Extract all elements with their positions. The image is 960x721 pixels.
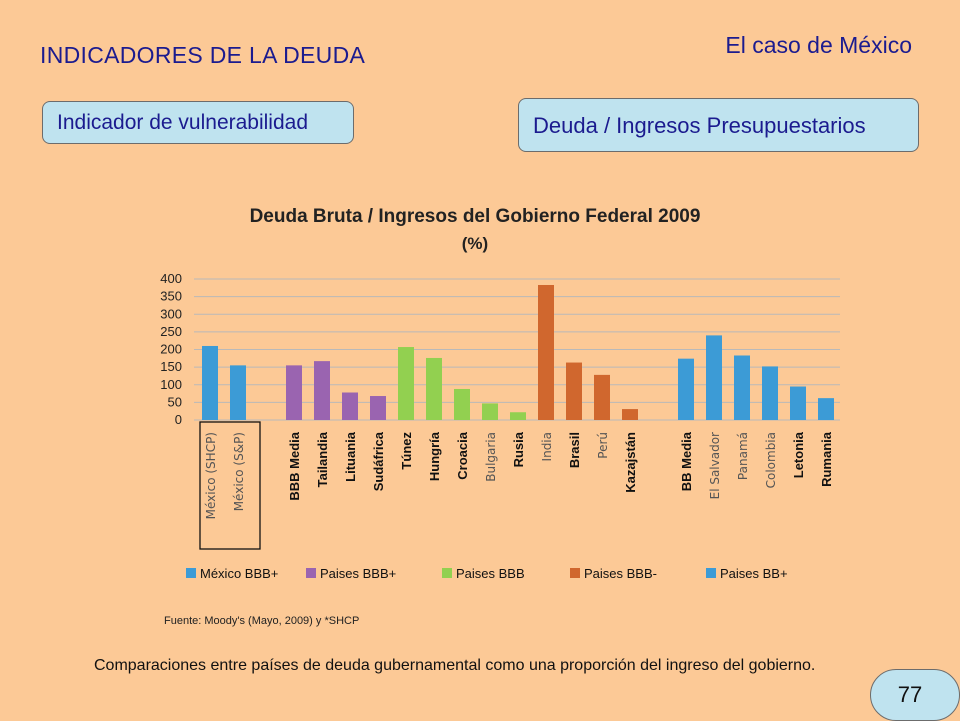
slide-title: INDICADORES DE LA DEUDA bbox=[40, 42, 366, 68]
x-tick-label: Panamá bbox=[736, 432, 750, 480]
x-tick-label: Bulgaria bbox=[484, 432, 498, 482]
bar bbox=[202, 345, 218, 420]
x-tick-label: Túnez bbox=[399, 432, 414, 470]
ratio-label-box: Deuda / Ingresos Presupuestarios bbox=[518, 98, 919, 152]
x-tick-label: Rumania bbox=[819, 431, 834, 487]
bar bbox=[454, 388, 470, 420]
y-tick-label: 0 bbox=[175, 412, 182, 427]
y-tick-label: 50 bbox=[168, 394, 182, 409]
bar bbox=[818, 398, 834, 420]
legend-label: Paises BBB- bbox=[584, 566, 657, 581]
slide-subtitle: El caso de México bbox=[725, 32, 912, 58]
x-tick-label: India bbox=[540, 432, 554, 461]
bar bbox=[314, 361, 330, 420]
bar bbox=[566, 362, 582, 420]
bar bbox=[426, 357, 442, 420]
y-tick-label: 200 bbox=[160, 342, 182, 357]
bar bbox=[790, 386, 806, 420]
bar bbox=[230, 365, 246, 420]
slide-caption: Comparaciones entre países de deuda gube… bbox=[94, 657, 816, 674]
x-axis-labels: México (SHCP) México (S&P) BBB Media Tailan… bbox=[199, 421, 834, 550]
bar bbox=[510, 412, 526, 420]
bar-series bbox=[202, 284, 834, 420]
legend-swatch bbox=[442, 568, 452, 578]
chart-subtitle: (%) bbox=[462, 234, 488, 253]
x-tick-label: Sudáfrica bbox=[371, 431, 386, 491]
y-tick-label: 300 bbox=[160, 306, 182, 321]
x-tick-label: Brasil bbox=[567, 432, 582, 468]
x-tick-label: México (SHCP) bbox=[204, 432, 218, 519]
legend-swatch bbox=[186, 568, 196, 578]
legend-label: México BBB+ bbox=[200, 566, 278, 581]
legend-label: Paises BBB+ bbox=[320, 566, 396, 581]
bar bbox=[286, 365, 302, 420]
legend-swatch bbox=[570, 568, 580, 578]
y-axis: 0 50 100 150 200 250 300 350 400 bbox=[160, 271, 182, 427]
legend-swatch bbox=[306, 568, 316, 578]
x-tick-label: Lituania bbox=[343, 431, 358, 482]
bar bbox=[482, 403, 498, 420]
bar bbox=[706, 335, 722, 420]
debt-revenue-chart: Deuda Bruta / Ingresos del Gobierno Fede… bbox=[150, 195, 850, 595]
bar bbox=[538, 284, 554, 420]
x-tick-label: El Salvador bbox=[708, 432, 722, 499]
mexico-highlight-box bbox=[199, 421, 261, 550]
bar bbox=[370, 396, 386, 420]
x-tick-label: Rusia bbox=[511, 431, 526, 467]
x-tick-label: México (S&P) bbox=[232, 432, 246, 511]
x-tick-label: Letonia bbox=[791, 431, 806, 478]
bar bbox=[342, 392, 358, 420]
legend-label: Paises BB+ bbox=[720, 566, 788, 581]
x-tick-label: Tailandia bbox=[315, 431, 330, 487]
x-tick-label: Croacia bbox=[455, 431, 470, 479]
x-tick-label: Hungría bbox=[427, 431, 442, 481]
x-tick-label: BB Media bbox=[679, 431, 694, 491]
y-tick-label: 100 bbox=[160, 377, 182, 392]
bar bbox=[594, 374, 610, 420]
chart-legend: México BBB+ Paises BBB+ Paises BBB Paises B… bbox=[186, 566, 788, 581]
bar bbox=[762, 366, 778, 420]
bar bbox=[622, 409, 638, 420]
x-tick-label: Kazajstán bbox=[623, 432, 638, 493]
bar bbox=[734, 355, 750, 420]
bar bbox=[678, 358, 694, 420]
y-tick-label: 400 bbox=[160, 271, 182, 286]
legend-label: Paises BBB bbox=[456, 566, 525, 581]
source-note: Fuente: Moody's (Mayo, 2009) y *SHCP bbox=[164, 615, 360, 627]
chart-title: Deuda Bruta / Ingresos del Gobierno Fede… bbox=[250, 206, 701, 227]
y-tick-label: 150 bbox=[160, 359, 182, 374]
page-number-badge: 77 bbox=[870, 669, 960, 721]
indicator-label-box: Indicador de vulnerabilidad bbox=[42, 101, 354, 144]
legend-swatch bbox=[706, 568, 716, 578]
bar bbox=[398, 347, 414, 420]
y-tick-label: 250 bbox=[160, 324, 182, 339]
x-tick-label: Perú bbox=[596, 432, 610, 459]
y-tick-label: 350 bbox=[160, 289, 182, 304]
x-tick-label: Colombia bbox=[764, 432, 778, 488]
x-tick-label: BBB Media bbox=[287, 431, 302, 500]
